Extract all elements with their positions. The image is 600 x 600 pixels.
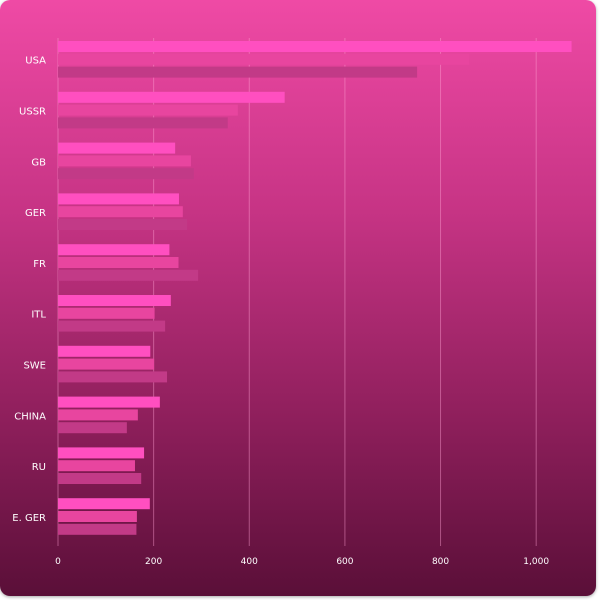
- bar-e-ger-series-2: [58, 511, 137, 522]
- x-tick-label: 600: [336, 557, 353, 567]
- category-label: E. GER: [12, 513, 46, 524]
- category-label: RU: [32, 462, 46, 473]
- category-label: SWE: [23, 361, 46, 372]
- bar-gb-series-1: [58, 142, 176, 154]
- bar-ussr-series-2: [58, 104, 238, 116]
- x-tick-label: 800: [432, 557, 449, 567]
- x-tick-label: 0: [55, 557, 61, 567]
- bar-fr-series-3: [58, 269, 199, 281]
- bar-gb-series-3: [58, 168, 194, 180]
- category-label: USA: [25, 56, 46, 67]
- bar-ussr-series-1: [58, 91, 285, 103]
- x-tick-label: 400: [241, 557, 258, 567]
- bar-ru-series-1: [58, 447, 145, 459]
- x-tick-label: 1,000: [523, 557, 549, 567]
- category-label: ITL: [31, 310, 46, 321]
- bar-fr-series-1: [58, 244, 170, 256]
- x-axis-ticks: 0 200 400 600 800 1,000: [55, 557, 549, 567]
- category-label: USSR: [19, 107, 46, 118]
- bar-usa-series-2: [58, 53, 470, 65]
- bar-ger-series-2: [58, 206, 183, 218]
- category-label: GB: [31, 157, 46, 168]
- bar-itl-series-3: [58, 320, 166, 332]
- category-labels: USA USSR GB GER FR ITL SWE CHINA RU E. GER: [12, 56, 46, 524]
- category-label: GER: [25, 208, 46, 219]
- category-label: CHINA: [14, 411, 46, 422]
- bar-itl-series-2: [58, 307, 155, 319]
- bars: [58, 41, 572, 535]
- bar-ru-series-2: [58, 460, 135, 472]
- bar-itl-series-1: [58, 295, 171, 306]
- bar-swe-series-2: [58, 358, 155, 370]
- bar-swe-series-3: [58, 371, 168, 383]
- bar-ger-series-1: [58, 193, 179, 205]
- bar-fr-series-2: [58, 257, 179, 268]
- bar-usa-series-3: [58, 66, 418, 78]
- bar-usa-series-1: [58, 41, 572, 52]
- bar-e-ger-series-1: [58, 498, 150, 510]
- bar-china-series-3: [58, 422, 127, 434]
- bar-ger-series-3: [58, 219, 188, 230]
- bar-swe-series-1: [58, 345, 151, 357]
- bar-gb-series-2: [58, 155, 191, 167]
- bar-ussr-series-3: [58, 117, 228, 129]
- bar-e-ger-series-3: [58, 523, 137, 535]
- bar-ru-series-3: [58, 473, 142, 484]
- category-label: FR: [33, 259, 46, 270]
- x-tick-label: 200: [145, 557, 162, 567]
- bar-china-series-2: [58, 409, 138, 421]
- bar-china-series-1: [58, 396, 160, 408]
